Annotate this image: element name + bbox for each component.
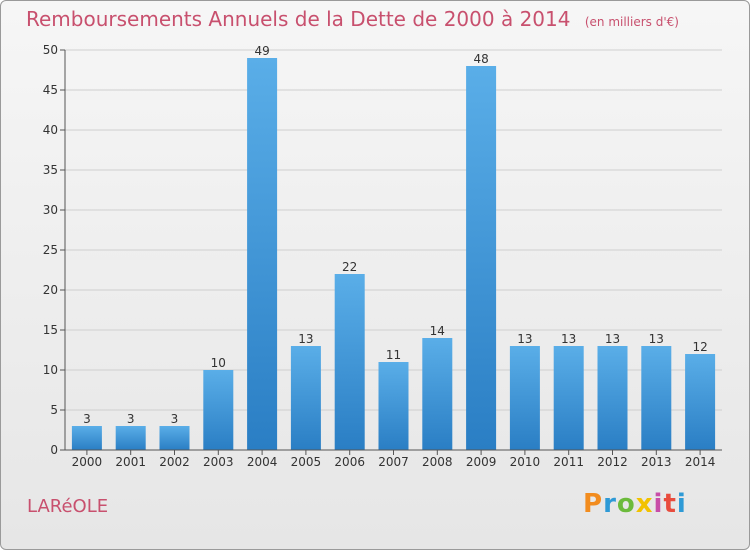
x-tick-label: 2010 — [510, 455, 541, 469]
y-tick-label: 20 — [43, 283, 58, 297]
logo-letter: i — [653, 489, 664, 519]
y-tick-label: 40 — [43, 123, 58, 137]
y-tick-label: 50 — [43, 43, 58, 57]
bar — [290, 346, 321, 450]
bar — [422, 338, 453, 450]
x-tick-label: 2009 — [466, 455, 497, 469]
bar-value-label: 3 — [83, 412, 91, 426]
logo-letter: t — [663, 489, 677, 519]
y-tick-label: 45 — [43, 83, 58, 97]
x-tick-label: 2003 — [203, 455, 234, 469]
bar — [509, 346, 540, 450]
bar-value-label: 14 — [430, 324, 445, 338]
bar-value-label: 11 — [386, 348, 401, 362]
bar — [203, 370, 234, 450]
bar-value-label: 13 — [298, 332, 313, 346]
x-tick-label: 2007 — [378, 455, 409, 469]
labels-group: 0 5 10 15 20 25 30 35 40 45 50 3 2000 3 2001 3 2002 10 200… — [43, 43, 716, 469]
x-tick-label: 2011 — [553, 455, 584, 469]
x-tick-label: 2002 — [159, 455, 190, 469]
bar-value-label: 3 — [171, 412, 179, 426]
axes — [60, 49, 722, 455]
x-tick-label: 2004 — [247, 455, 278, 469]
bar — [685, 354, 716, 450]
bar-value-label: 13 — [561, 332, 576, 346]
y-tick-label: 0 — [50, 443, 58, 457]
logo-letter: r — [603, 489, 617, 519]
bar — [334, 274, 365, 450]
bar-value-label: 10 — [211, 356, 226, 370]
y-tick-label: 30 — [43, 203, 58, 217]
bar-value-label: 22 — [342, 260, 357, 274]
x-tick-label: 2000 — [72, 455, 103, 469]
proxiti-logo: Proxiti — [583, 489, 687, 519]
bar-value-label: 49 — [254, 44, 269, 58]
y-tick-label: 15 — [43, 323, 58, 337]
logo-letter: P — [583, 489, 604, 519]
bar — [115, 426, 146, 450]
bar — [159, 426, 190, 450]
y-tick-label: 5 — [50, 403, 58, 417]
location-label: LARéOLE — [27, 496, 109, 517]
y-tick-label: 35 — [43, 163, 58, 177]
x-tick-label: 2008 — [422, 455, 453, 469]
logo-letter: i — [676, 489, 687, 519]
bar-value-label: 13 — [517, 332, 532, 346]
bar-value-label: 3 — [127, 412, 135, 426]
bars-group — [71, 58, 716, 450]
y-tick-label: 10 — [43, 363, 58, 377]
bar-value-label: 48 — [473, 52, 488, 66]
logo-letter: o — [616, 489, 636, 519]
bar — [71, 426, 102, 450]
logo-letter: x — [635, 489, 654, 519]
bar — [553, 346, 584, 450]
bar — [597, 346, 628, 450]
y-tick-label: 25 — [43, 243, 58, 257]
bar — [466, 66, 497, 450]
x-tick-label: 2005 — [291, 455, 322, 469]
chart-title-text: Remboursements Annuels de la Dette de 20… — [26, 7, 571, 31]
x-tick-label: 2006 — [334, 455, 365, 469]
bar — [378, 362, 409, 450]
chart-title: Remboursements Annuels de la Dette de 20… — [26, 7, 679, 31]
bar — [247, 58, 278, 450]
x-tick-label: 2013 — [641, 455, 672, 469]
x-tick-label: 2012 — [597, 455, 628, 469]
x-tick-label: 2014 — [685, 455, 716, 469]
bar-value-label: 12 — [692, 340, 707, 354]
bar — [641, 346, 672, 450]
x-tick-label: 2001 — [115, 455, 146, 469]
bar-value-label: 13 — [649, 332, 664, 346]
chart-unit-note: (en milliers d'€) — [584, 15, 679, 29]
bar-value-label: 13 — [605, 332, 620, 346]
grid-lines — [65, 49, 722, 411]
